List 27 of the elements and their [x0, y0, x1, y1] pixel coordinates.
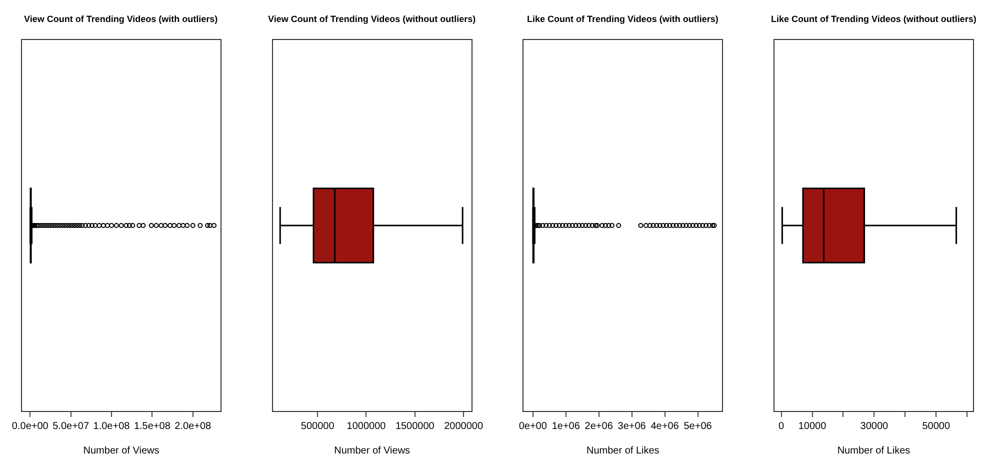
x-axis-title: Number of Likes — [837, 446, 910, 456]
x-tick-label: 1e+06 — [552, 421, 580, 432]
x-tick-label: 10000 — [798, 421, 827, 432]
x-tick-label: 1.5e+08 — [134, 421, 171, 432]
x-tick-label: 5e+06 — [684, 421, 712, 432]
x-tick-label: 3e+06 — [618, 421, 646, 432]
x-tick-label: 4e+06 — [650, 421, 680, 432]
chart-title: Like Count of Trending Videos (without outliers) — [771, 14, 976, 24]
x-tick-label: 1000000 — [346, 421, 386, 432]
x-tick-label: 5.0e+07 — [52, 421, 90, 432]
x-tick-label: 0.0e+00 — [12, 421, 49, 432]
x-axis-title: Number of Views — [83, 446, 160, 456]
x-tick-label: 50000 — [922, 421, 950, 432]
x-axis-title: Number of Views — [334, 446, 410, 456]
x-tick-label: 2000000 — [444, 421, 484, 432]
x-axis-title: Number of Likes — [586, 446, 660, 456]
chart-title: Like Count of Trending Videos (with outliers) — [527, 14, 718, 24]
x-tick-label: 0e+00 — [518, 421, 548, 432]
x-tick-label: 30000 — [860, 421, 889, 432]
x-tick-label: 2e+06 — [584, 421, 614, 432]
x-tick-label: 500000 — [300, 421, 335, 432]
x-tick-label: 1500000 — [395, 421, 435, 432]
chart-title: View Count of Trending Videos (with outliers) — [24, 14, 218, 24]
chart-title: View Count of Trending Videos (without outliers) — [268, 14, 476, 24]
x-tick-label: 1.0e+08 — [93, 421, 130, 432]
x-tick-label: 0 — [778, 421, 785, 432]
x-tick-label: 2.0e+08 — [174, 421, 212, 432]
